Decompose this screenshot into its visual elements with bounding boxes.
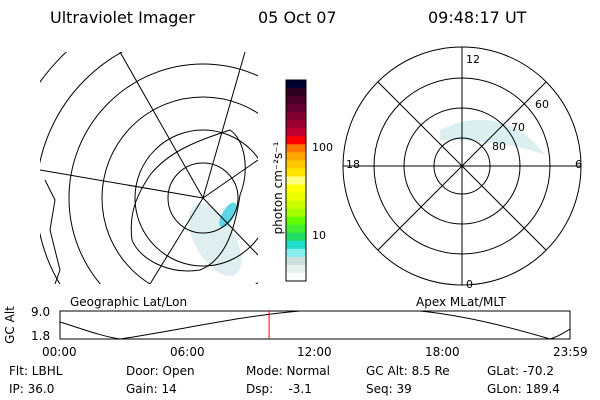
geographic-map [40, 52, 258, 284]
lat-label-60: 60 [535, 98, 549, 111]
glon-info: GLon: 189.4 [487, 382, 560, 396]
altitude-curve [59, 310, 571, 340]
xtick-2359: 23:59 [553, 345, 588, 359]
mlt-label-6: 6 [575, 158, 582, 171]
colorbar [286, 80, 306, 282]
glat-info: GLat: -70.2 [487, 364, 554, 378]
colorbar-segment [286, 112, 306, 121]
colorbar-segment [286, 240, 306, 250]
colorbar-segment [286, 96, 306, 105]
colorbar-segment [286, 144, 306, 153]
antarctica-coastline [130, 129, 246, 272]
mlt-label-12-visible: 12 [466, 53, 480, 66]
colorbar-segment [286, 136, 306, 145]
colorbar-segment [286, 128, 306, 137]
door-info: Door: Open [126, 364, 195, 378]
colorbar-segment [286, 192, 306, 202]
xtick-1200: 12:00 [297, 345, 332, 359]
colorbar-segment [286, 232, 306, 242]
colorbar-segment [286, 120, 306, 129]
seq-info: Seq: 39 [366, 382, 412, 396]
colorbar-segment [286, 184, 306, 194]
polar-mlt-plot [342, 46, 582, 286]
colorbar-segment [286, 168, 306, 177]
colorbar-segment [286, 208, 306, 218]
colorbar-segment [286, 104, 306, 113]
colorbar-segment [286, 152, 306, 161]
colorbar-segment [286, 160, 306, 169]
ip-info: IP: 36.0 [9, 382, 55, 396]
colorbar-segment [286, 224, 306, 234]
lat-label-80: 80 [492, 140, 506, 153]
filter-info: Flt: LBHL [9, 364, 63, 378]
colorbar-unit-label: photon cm⁻²s⁻¹ [271, 141, 285, 235]
mlt-label-0: 0 [466, 278, 473, 291]
xtick-0600: 06:00 [170, 345, 205, 359]
gain-info: Gain: 14 [126, 382, 177, 396]
colorbar-tick-10: 10 [312, 229, 326, 242]
colorbar-segment [286, 88, 306, 97]
time-label: 09:48:17 UT [428, 8, 527, 27]
date-label: 05 Oct 07 [258, 8, 337, 27]
polar-plot-label: Apex MLat/MLT [416, 295, 506, 309]
colorbar-segment [286, 272, 306, 282]
colorbar-segment [286, 264, 306, 274]
colorbar-segment [286, 80, 306, 89]
aurora-bright-spot [219, 202, 237, 228]
altitude-ylabel: GC Alt [2, 306, 17, 344]
colorbar-segment [286, 216, 306, 226]
gc-alt-info: GC Alt: 8.5 Re [366, 364, 450, 378]
altitude-ytick-min: 1.8 [31, 329, 51, 343]
colorbar-segment [286, 176, 306, 186]
geographic-map-label: Geographic Lat/Lon [70, 295, 188, 309]
mlt-label-18: 18 [346, 158, 360, 171]
south-america-coastline [44, 179, 61, 284]
colorbar-tick-100: 100 [312, 141, 333, 154]
mode-info: Mode: Normal [246, 364, 330, 378]
dsp-info: Dsp: -3.1 [246, 382, 312, 396]
colorbar-frame [285, 79, 307, 282]
xtick-1800: 18:00 [425, 345, 460, 359]
instrument-title: Ultraviolet Imager [50, 8, 195, 27]
altitude-panel-frame [59, 310, 571, 340]
colorbar-segment [286, 248, 306, 258]
colorbar-segment [286, 256, 306, 266]
colorbar-segment [286, 200, 306, 210]
aurora-emission [188, 203, 242, 277]
aurora-oval [440, 119, 545, 155]
xtick-0000: 00:00 [42, 345, 77, 359]
altitude-ytick-max: 9.0 [31, 305, 51, 319]
lat-label-70: 70 [511, 121, 525, 134]
